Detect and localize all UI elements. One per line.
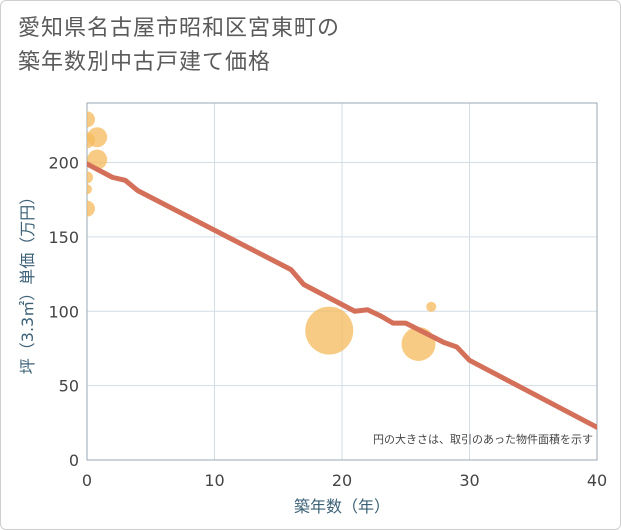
chart-title-line-1: 愛知県名古屋市昭和区宮東町の bbox=[18, 16, 341, 41]
trend-line bbox=[87, 161, 597, 430]
x-axis-label: 築年数（年） bbox=[294, 497, 390, 516]
y-tick-labels: 0 50 100 150 200 bbox=[48, 154, 79, 471]
y-axis-label: 坪（3.3㎡）単価（万円） bbox=[18, 189, 37, 374]
y-tick-50: 50 bbox=[59, 377, 79, 396]
bubble-point-10 bbox=[426, 301, 437, 312]
bubble-point-8 bbox=[305, 306, 354, 355]
size-note: 円の大きさは、取引のあった物件面積を示す bbox=[373, 432, 593, 446]
x-tick-0: 0 bbox=[82, 471, 92, 490]
bubble-point-5 bbox=[87, 200, 95, 217]
y-tick-100: 100 bbox=[48, 302, 79, 321]
chart-title: 愛知県名古屋市昭和区宮東町の 築年数別中古戸建て価格 bbox=[18, 12, 340, 80]
bubble-point-1 bbox=[87, 111, 95, 128]
x-tick-30: 30 bbox=[459, 471, 479, 490]
bubble-point-6 bbox=[87, 127, 108, 148]
y-tick-150: 150 bbox=[48, 228, 79, 247]
y-tick-200: 200 bbox=[48, 154, 79, 173]
x-tick-labels: 0 10 20 30 40 bbox=[82, 471, 607, 490]
chart-title-line-2: 築年数別中古戸建て価格 bbox=[18, 50, 272, 75]
plot-area bbox=[86, 102, 598, 461]
x-tick-40: 40 bbox=[587, 471, 607, 490]
y-tick-0: 0 bbox=[69, 451, 79, 470]
bubble-point-3 bbox=[87, 171, 93, 184]
bubble-point-4 bbox=[87, 184, 92, 195]
bubble-series bbox=[87, 111, 437, 361]
grid-lines bbox=[86, 103, 598, 461]
x-tick-10: 10 bbox=[204, 471, 224, 490]
x-tick-20: 20 bbox=[332, 471, 352, 490]
